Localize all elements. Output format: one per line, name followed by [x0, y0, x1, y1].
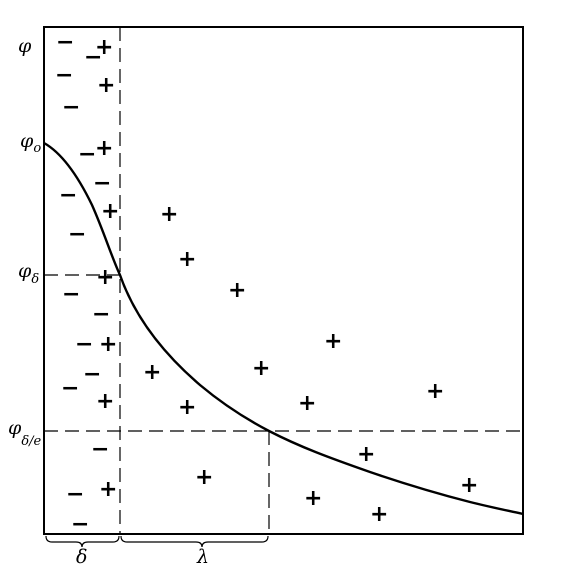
phi-delta-label: φδ — [18, 260, 39, 287]
minus-sign: − — [71, 512, 89, 537]
plus-sign: + — [298, 391, 316, 416]
minus-sign: − — [75, 332, 93, 357]
lambda-brace — [120, 535, 269, 548]
plus-sign: + — [95, 136, 113, 161]
minus-sign: − — [92, 302, 110, 327]
minus-sign: − — [62, 95, 80, 120]
plus-sign: + — [96, 389, 114, 414]
plus-sign: + — [304, 486, 322, 511]
minus-sign: − — [55, 63, 73, 88]
minus-sign: − — [59, 183, 77, 208]
plus-sign: + — [99, 477, 117, 502]
plot-frame — [43, 26, 524, 535]
minus-sign: − — [68, 222, 86, 247]
minus-sign: − — [91, 437, 109, 462]
negative-charges: − − − − − − − − − − − − − − − − — [55, 30, 111, 537]
phi0-label: φo — [20, 130, 41, 156]
plus-sign: + — [324, 329, 342, 354]
minus-sign: − — [78, 142, 96, 167]
phi-delta-e-label: φδ/e — [8, 417, 42, 449]
plus-sign: + — [96, 265, 114, 290]
plus-sign: + — [357, 442, 375, 467]
minus-sign: − — [66, 482, 84, 507]
minus-sign: − — [93, 171, 111, 196]
plus-sign: + — [195, 465, 213, 490]
plus-sign: + — [143, 360, 161, 385]
minus-sign: − — [62, 282, 80, 307]
minus-sign: − — [56, 30, 74, 55]
lambda-label: λ — [196, 546, 209, 567]
plus-sign: + — [99, 332, 117, 357]
minus-sign: − — [84, 45, 102, 70]
plus-sign: + — [426, 379, 444, 404]
plus-sign: + — [252, 356, 270, 381]
minus-sign: − — [61, 376, 79, 401]
plus-sign: + — [370, 502, 388, 527]
plus-sign: + — [178, 395, 196, 420]
minus-sign: − — [83, 362, 101, 387]
plus-sign: + — [95, 35, 113, 60]
plus-sign: + — [460, 473, 478, 498]
plus-sign: + — [97, 73, 115, 98]
phi-axis-label: φ — [18, 35, 32, 57]
delta-label: δ — [76, 546, 87, 567]
plus-sign: + — [101, 199, 119, 224]
potential-curve — [43, 141, 524, 516]
plus-sign: + — [178, 247, 196, 272]
plus-sign: + — [228, 278, 246, 303]
positive-charges: + + + + + + + + + + + + + + + + + + + + … — [95, 35, 478, 527]
delta-brace — [45, 535, 120, 548]
plus-sign: + — [160, 202, 178, 227]
